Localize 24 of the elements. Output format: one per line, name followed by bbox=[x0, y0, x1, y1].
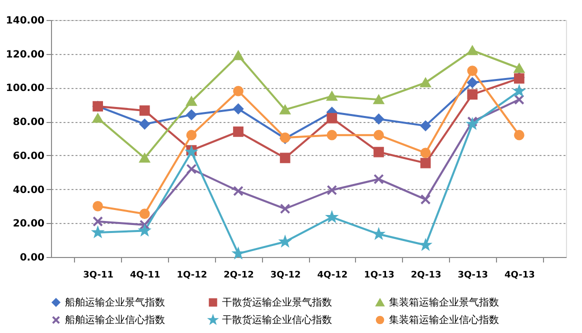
x-tick-label: 2Q-12 bbox=[224, 270, 254, 280]
y-tick-label: 60.00 bbox=[12, 150, 45, 162]
legend-label: 集装箱运输企业景气指数 bbox=[389, 296, 499, 309]
x-tick-label: 4Q-13 bbox=[504, 270, 535, 280]
x-tick-label: 2Q-13 bbox=[410, 270, 442, 280]
y-tick-label: 0.00 bbox=[20, 252, 45, 264]
y-tick-label: 120.00 bbox=[6, 49, 45, 60]
legend-label: 干散货运输企业信心指数 bbox=[222, 314, 332, 326]
x-tick-label: 3Q-13 bbox=[458, 270, 488, 280]
x-tick-label: 4Q-11 bbox=[130, 270, 160, 280]
legend-label: 船舶运输企业景气指数 bbox=[65, 296, 165, 308]
y-tick-label: 20.00 bbox=[12, 218, 45, 230]
legend-label: 干散货运输企业景气指数 bbox=[222, 296, 332, 308]
x-tick-label: 4Q-12 bbox=[317, 270, 348, 280]
x-tick-label: 3Q-12 bbox=[270, 270, 301, 280]
x-tick-label: 3Q-11 bbox=[83, 270, 114, 280]
x-tick-label: 1Q-13 bbox=[364, 270, 394, 280]
x-tick-label: 1Q-12 bbox=[176, 270, 208, 280]
y-tick-label: 140.00 bbox=[6, 16, 45, 26]
legend-label: 船舶运输企业信心指数 bbox=[65, 314, 165, 326]
y-tick-label: 100.00 bbox=[6, 83, 45, 94]
y-tick-label: 80.00 bbox=[12, 117, 45, 128]
y-tick-label: 40.00 bbox=[12, 184, 45, 196]
legend-label: 集装箱运输企业信心指数 bbox=[389, 314, 499, 326]
